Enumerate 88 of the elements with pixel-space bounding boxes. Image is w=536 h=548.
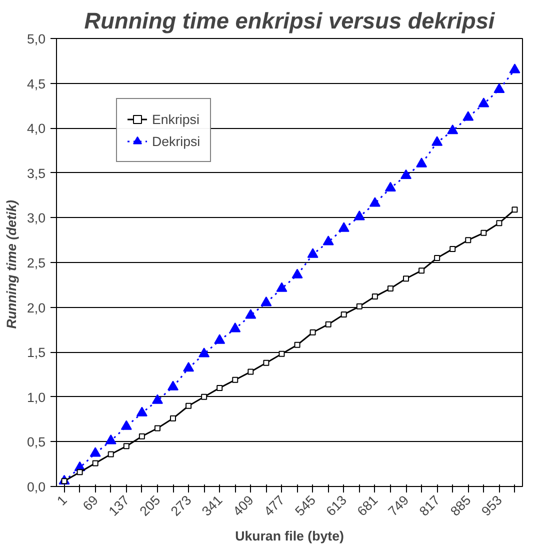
point — [214, 334, 226, 344]
point — [480, 230, 487, 236]
point — [462, 111, 474, 121]
point — [263, 360, 270, 366]
point — [450, 246, 456, 252]
point — [90, 447, 101, 457]
x-tick-label: 1 — [54, 492, 70, 508]
point — [418, 268, 425, 274]
point — [338, 222, 350, 232]
point — [372, 294, 378, 300]
x-tick-label: 545 — [292, 492, 318, 519]
point — [400, 169, 412, 179]
x-tick-label: 477 — [261, 492, 288, 519]
point — [186, 402, 192, 409]
point — [496, 220, 502, 226]
y-tick-label: 2,0 — [26, 300, 46, 316]
chart-title: Running time enkripsi versus dekripsi — [84, 8, 496, 34]
point — [152, 394, 163, 404]
point — [245, 309, 256, 319]
point — [248, 368, 254, 375]
point — [170, 415, 176, 422]
point — [120, 420, 132, 430]
point — [276, 282, 288, 292]
point — [322, 236, 334, 246]
point — [478, 98, 490, 108]
point — [198, 348, 210, 358]
point — [108, 451, 114, 458]
point — [310, 329, 316, 336]
point — [509, 64, 520, 74]
x-tick-label: 341 — [198, 492, 226, 519]
point — [92, 460, 98, 466]
y-tick-label: 1,0 — [26, 390, 46, 405]
point — [230, 322, 241, 332]
y-tick-label: 3,5 — [26, 166, 46, 181]
x-tick-label: 613 — [323, 492, 350, 519]
y-tick-label: 5,0 — [26, 32, 46, 46]
x-tick-label: 409 — [230, 492, 256, 519]
y-tick-label: 2,5 — [26, 256, 46, 270]
legend-label: Enkripsi — [152, 112, 200, 126]
y-tick-label: 0,5 — [26, 434, 46, 450]
point — [278, 350, 285, 357]
y-tick-label: 0,0 — [26, 480, 46, 494]
y-tick-label: 4,0 — [26, 121, 46, 136]
x-tick-label: 749 — [385, 492, 412, 519]
y-tick-label: 1,5 — [26, 345, 46, 360]
point — [387, 285, 394, 292]
point — [105, 434, 116, 444]
point — [447, 124, 458, 134]
point — [465, 237, 472, 244]
point — [369, 197, 380, 207]
x-axis-title: Ukuran file (byte) — [235, 528, 344, 544]
x-tick-label: 681 — [354, 492, 381, 519]
point — [232, 376, 238, 383]
point — [432, 136, 443, 146]
point — [154, 425, 160, 432]
point — [76, 469, 83, 476]
x-tick-label: 953 — [478, 492, 505, 519]
point — [168, 380, 178, 390]
y-tick-label: 4,5 — [26, 76, 46, 92]
x-tick-label: 137 — [106, 492, 132, 519]
point — [354, 210, 365, 220]
x-tick-label: 273 — [168, 492, 194, 519]
legend-label: Dekripsi — [152, 134, 200, 148]
point — [512, 206, 518, 213]
point — [136, 406, 148, 416]
point — [138, 433, 145, 440]
point — [260, 296, 272, 306]
point — [201, 394, 208, 400]
x-tick-label: 69 — [80, 492, 101, 514]
x-tick-label: 885 — [447, 492, 474, 519]
point — [356, 303, 362, 310]
point — [416, 158, 428, 168]
point — [384, 182, 396, 192]
point — [216, 384, 223, 391]
point — [340, 311, 347, 318]
point — [307, 248, 318, 258]
y-axis-title: Running time (detik) — [4, 199, 19, 329]
point — [434, 255, 440, 262]
x-tick-label: 205 — [136, 492, 164, 519]
point — [325, 321, 332, 328]
point — [292, 268, 303, 278]
x-tick-label: 817 — [416, 492, 443, 519]
point — [294, 342, 300, 348]
y-tick-label: 3,0 — [26, 210, 46, 226]
point — [494, 83, 505, 93]
point — [183, 362, 194, 372]
point — [123, 443, 130, 450]
point — [403, 276, 409, 282]
